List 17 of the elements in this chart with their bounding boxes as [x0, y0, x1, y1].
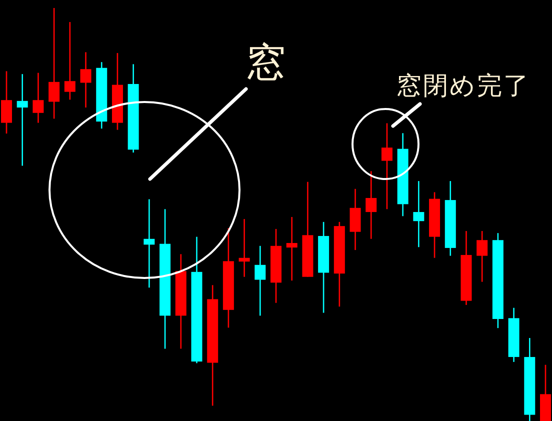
candlestick	[476, 230, 488, 282]
candlestick	[366, 170, 377, 240]
candlestick	[238, 218, 250, 278]
candlestick	[254, 245, 266, 316]
candlestick	[80, 52, 92, 108]
annotation: 窓	[246, 40, 286, 86]
candlestick	[286, 216, 298, 282]
candlestick	[381, 122, 392, 210]
candlestick	[48, 7, 60, 120]
candlestick	[1, 70, 12, 134]
candlestick	[144, 198, 155, 288]
candlestick	[32, 72, 44, 124]
candlestick	[16, 73, 28, 166]
candlestick	[64, 21, 76, 100]
candlestick	[413, 180, 424, 248]
candlestick	[350, 188, 361, 251]
annotation: 窓閉め完了	[396, 71, 530, 100]
